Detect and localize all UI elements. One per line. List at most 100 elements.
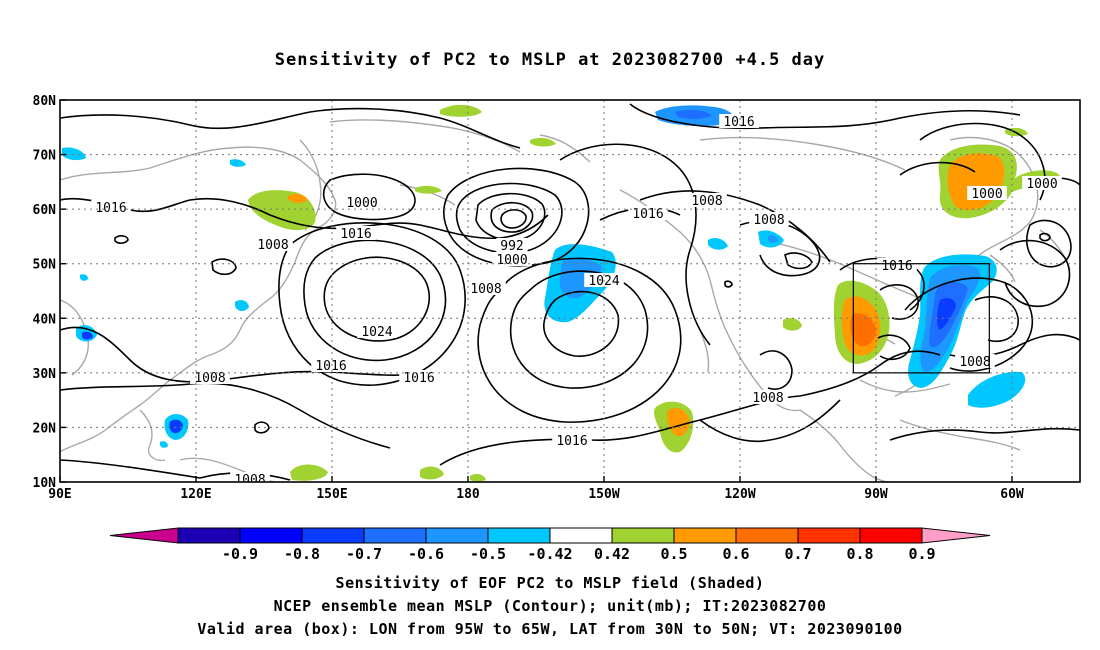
contour-label: 1024 xyxy=(357,324,397,340)
colorbar-label: 0.9 xyxy=(908,545,935,563)
contour-label-bg xyxy=(190,370,230,384)
contour-label-text: 1008 xyxy=(753,213,784,228)
contour-label: 1016 xyxy=(628,206,668,222)
contour-label-text: 1008 xyxy=(691,194,722,209)
contour-label: 1000 xyxy=(1022,176,1062,192)
contour-label: 1008 xyxy=(749,212,789,228)
colorbar-label: 0.7 xyxy=(784,545,811,563)
contour-label: 1008 xyxy=(466,281,506,297)
contour-label-bg xyxy=(552,433,592,447)
map-frame xyxy=(59,99,1081,483)
contour-label-text: 1016 xyxy=(315,359,346,374)
colorbar-high-arrow xyxy=(921,527,991,544)
contour-label-text: 1016 xyxy=(881,259,912,274)
colorbar-swatch xyxy=(673,527,737,544)
contour-label-bg xyxy=(91,200,131,214)
contour-label-bg xyxy=(719,114,759,128)
colorbar-swatch xyxy=(425,527,489,544)
colorbar-label: 0.42 xyxy=(594,545,630,563)
colorbar-swatch xyxy=(549,527,613,544)
lat-tick-label: 40N xyxy=(33,312,57,327)
lon-tick-label: 90E xyxy=(48,487,71,502)
lat-tick-label: 60N xyxy=(33,203,57,218)
contour-label-bg xyxy=(399,370,439,384)
colorbar-swatch xyxy=(363,527,427,544)
contour-label-bg xyxy=(496,238,528,252)
contour-label-bg xyxy=(967,186,1007,200)
contour-label-bg xyxy=(230,472,270,482)
contour-label: 1000 xyxy=(342,195,382,211)
colorbar-swatch xyxy=(859,527,923,544)
contour-label-bg xyxy=(253,237,293,251)
contour-label-bg xyxy=(749,212,789,226)
contour-label-bg xyxy=(466,281,506,295)
lon-tick-label: 90W xyxy=(864,487,888,502)
contour-label-text: 1000 xyxy=(346,196,377,211)
lat-tick-label: 50N xyxy=(33,258,57,273)
contour-label-bg xyxy=(748,390,788,404)
caption-valid-area: Valid area (box): LON from 95W to 65W, L… xyxy=(197,620,903,638)
contour-label-bg xyxy=(628,206,668,220)
contour-label: 1000 xyxy=(967,186,1007,202)
colorbar-swatch xyxy=(487,527,551,544)
contour-label-text: 1008 xyxy=(234,473,265,488)
colorbar: -0.9 -0.8 -0.7 -0.6 -0.5 -0.42 0.42 0.5 0.6 0.7 0.… xyxy=(109,527,991,563)
lat-tick-label: 70N xyxy=(33,149,57,164)
contour-label-text: 1008 xyxy=(194,371,225,386)
lon-tick-label: 60W xyxy=(1000,487,1024,502)
contour-label-text: 1016 xyxy=(723,115,754,130)
colorbar-label: 0.6 xyxy=(722,545,749,563)
contour-label-text: 1024 xyxy=(361,325,392,340)
contour-label: 1008 xyxy=(687,193,727,209)
lat-tick-label: 20N xyxy=(33,421,57,436)
contour-label-bg xyxy=(1022,176,1062,190)
contour-label: 1016 xyxy=(719,114,759,130)
contour-label-text: 1016 xyxy=(95,201,126,216)
colorbar-swatch xyxy=(735,527,799,544)
sensitivity-shading xyxy=(62,104,1060,482)
contour-label: 992 xyxy=(496,238,528,254)
colorbar-swatch xyxy=(239,527,303,544)
lon-tick-label: 150E xyxy=(316,487,347,502)
lon-tick-label: 120E xyxy=(180,487,211,502)
axis-ticks xyxy=(59,99,1013,483)
valid-area-box xyxy=(852,263,990,374)
colorbar-label: 0.8 xyxy=(846,545,873,563)
contour-label-bg xyxy=(357,324,397,338)
contour-label-text: 1008 xyxy=(752,391,783,406)
contour-label: 1008 xyxy=(748,390,788,406)
lat-tick-label: 80N xyxy=(33,94,57,109)
caption-shading: Sensitivity of EOF PC2 to MSLP field (Sh… xyxy=(335,574,765,592)
caption-contour: NCEP ensemble mean MSLP (Contour); unit(… xyxy=(273,597,827,615)
contour-label-text: 992 xyxy=(500,239,523,254)
colorbar-swatch xyxy=(301,527,365,544)
colorbar-label: -0.9 xyxy=(222,545,258,563)
colorbar-label: -0.7 xyxy=(346,545,382,563)
colorbar-swatch xyxy=(611,527,675,544)
contour-label: 1016 xyxy=(552,433,592,449)
colorbar-label: -0.42 xyxy=(527,545,572,563)
contour-label: 1008 xyxy=(230,472,270,488)
contour-label-text: 1008 xyxy=(470,282,501,297)
contour-label-bg xyxy=(336,226,376,240)
contour-label-bg xyxy=(492,252,532,266)
lon-tick-label: 150W xyxy=(588,487,619,502)
colorbar-label: 0.5 xyxy=(660,545,687,563)
contour-label: 1016 xyxy=(877,258,917,274)
contour-label-text: 1008 xyxy=(257,238,288,253)
contour-label-bg xyxy=(877,258,917,272)
lon-tick-label: 120W xyxy=(724,487,755,502)
contour-label-text: 1016 xyxy=(403,371,434,386)
contour-label: 1016 xyxy=(399,370,439,386)
contour-label-bg xyxy=(687,193,727,207)
contour-label-text: 1016 xyxy=(556,434,587,449)
contour-label-bg xyxy=(955,354,995,368)
contour-label: 1008 xyxy=(253,237,293,253)
contour-label: 1000 xyxy=(492,252,532,268)
contour-label-text: 1000 xyxy=(971,187,1002,202)
contour-label-bg xyxy=(311,358,351,372)
colorbar-swatch xyxy=(797,527,861,544)
